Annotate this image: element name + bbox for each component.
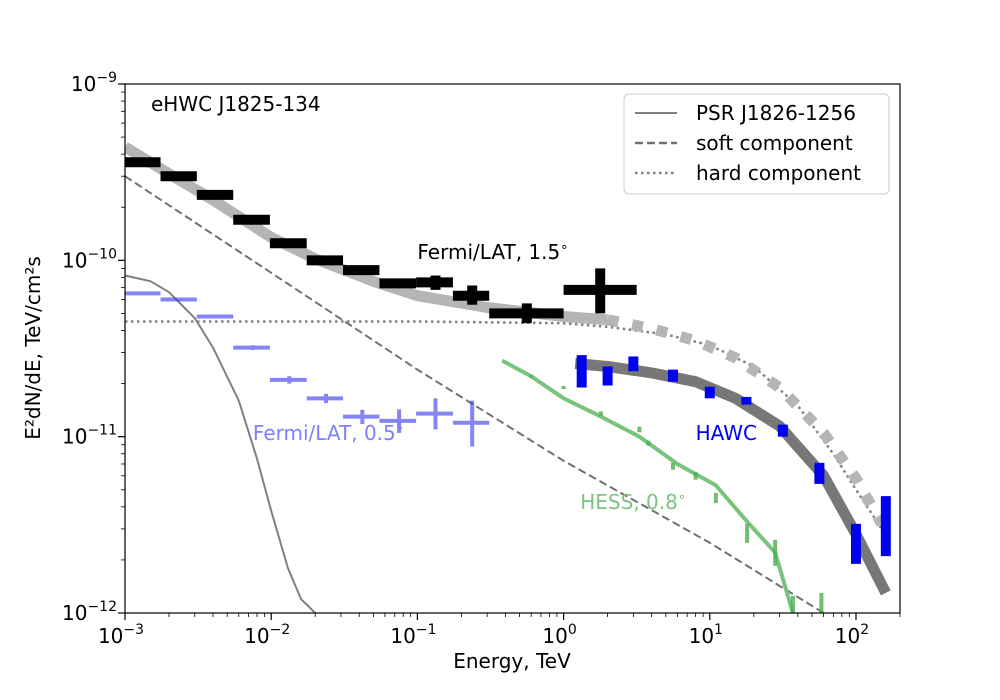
series-fermi-lat-0-5 (125, 291, 490, 447)
data-point (306, 255, 344, 266)
data-point (452, 285, 490, 305)
data-point (269, 376, 307, 384)
series-hawc (576, 355, 891, 564)
data-point (452, 400, 490, 447)
data-point (306, 393, 344, 404)
data-point (379, 278, 417, 289)
data-point (125, 291, 161, 296)
x-tick-exponent: −2 (270, 622, 291, 638)
data-point (416, 398, 453, 430)
data-point (233, 214, 270, 225)
x-tick-label: 10−3 (98, 622, 144, 648)
x-tick-label: 10−2 (244, 622, 290, 648)
data-point (343, 409, 380, 424)
legend-frame (623, 93, 890, 195)
legend-hard-label: hard component (696, 161, 861, 185)
data-point (125, 157, 161, 168)
legend-psr-label: PSR J1826-1256 (696, 101, 856, 125)
line-fermi-lat-1-5-model-extrapolation (606, 314, 887, 527)
x-tick-base: 10 (689, 624, 714, 648)
line-hawc-model (574, 358, 891, 596)
x-tick-base: 10 (835, 624, 860, 648)
plot-area: Fermi/LAT, 1.5∘ Fermi/LAT, 0.5∘ HAWC HESS, … (125, 142, 891, 613)
x-tick-label: 102 (835, 622, 869, 648)
fermi-15-label: Fermi/LAT, 1.5∘ (417, 240, 568, 264)
data-point (563, 268, 637, 314)
line-hess-0-8 (501, 358, 795, 613)
x-tick-base: 10 (98, 624, 123, 648)
line-soft-component (125, 175, 825, 613)
data-point (343, 265, 380, 276)
x-tick-base: 10 (244, 624, 269, 648)
y-tick-label: 10−9 (71, 70, 117, 96)
x-tick-exponent: 0 (568, 622, 577, 638)
hess-label-degree: ∘ (678, 490, 686, 505)
y-tick-label: 10−12 (62, 599, 117, 625)
y-tick-label: 10−11 (62, 423, 117, 449)
hawc-label: HAWC (696, 421, 757, 445)
y-tick-base: 10 (71, 72, 96, 96)
legend: PSR J1826-1256 soft component hard compo… (623, 93, 890, 195)
legend-soft-label: soft component (696, 131, 853, 155)
y-tick-exponent: −10 (87, 246, 117, 262)
y-tick-label: 10−10 (62, 246, 117, 272)
y-tick-exponent: −11 (87, 423, 117, 439)
data-point (379, 409, 417, 433)
data-point (196, 314, 234, 319)
data-point (160, 171, 197, 182)
y-tick-exponent: −12 (87, 599, 117, 615)
x-tick-base: 10 (390, 624, 415, 648)
y-axis-label: E²dN/dE, TeV/cm²s (21, 256, 45, 440)
fermi-05-label-degree: ∘ (396, 421, 404, 436)
fermi-15-label-degree: ∘ (560, 240, 568, 255)
data-point (416, 275, 453, 290)
data-point (489, 303, 564, 324)
x-tick-exponent: 1 (714, 622, 723, 638)
hess-label: HESS, 0.8∘ (580, 490, 686, 514)
x-tick-exponent: −1 (416, 622, 437, 638)
y-tick-base: 10 (62, 601, 87, 625)
x-tick-label: 101 (689, 622, 723, 648)
data-point (269, 238, 307, 249)
x-tick-base: 10 (542, 624, 567, 648)
x-tick-exponent: −3 (123, 622, 144, 638)
data-point (160, 297, 197, 302)
y-tick-base: 10 (62, 425, 87, 449)
data-point (233, 345, 270, 351)
line-psr-j1826-1256 (125, 274, 316, 613)
series-hess-0-8 (529, 374, 824, 613)
x-tick-label: 100 (542, 622, 576, 648)
x-tick-exponent: 2 (860, 622, 869, 638)
x-tick-label: 10−1 (390, 622, 436, 648)
y-tick-exponent: −9 (96, 70, 117, 86)
line-hard-component (125, 320, 883, 530)
chart-title: eHWC J1825-134 (151, 92, 321, 116)
axes-frame (124, 83, 901, 614)
y-tick-base: 10 (62, 248, 87, 272)
fermi-05-label: Fermi/LAT, 0.5∘ (253, 421, 404, 445)
series-fermi-lat-1-5 (125, 157, 637, 324)
data-point (196, 189, 234, 200)
x-axis-label: Energy, TeV (453, 649, 571, 673)
